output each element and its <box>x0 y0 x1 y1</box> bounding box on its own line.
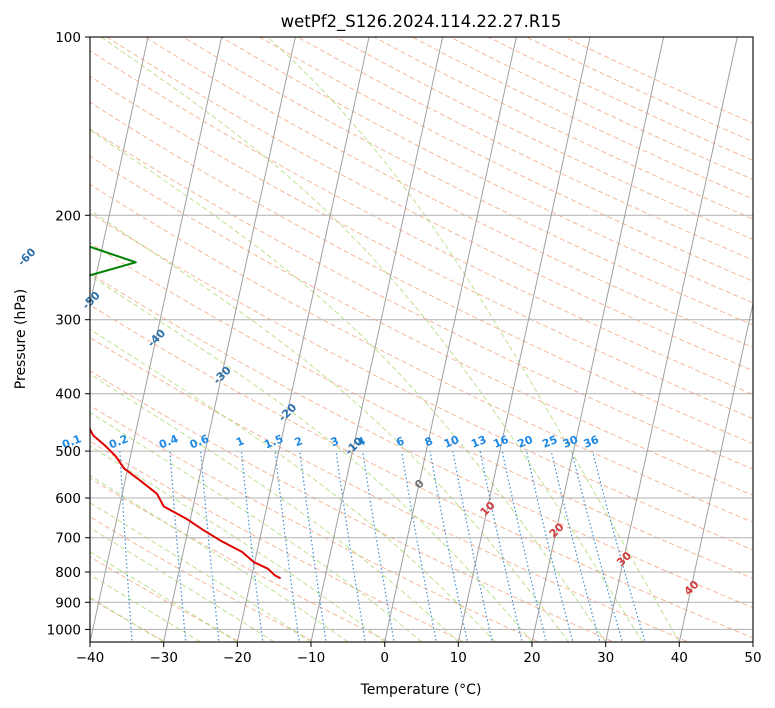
mixing-ratio-label: 25 <box>540 433 559 451</box>
y-tick-label: 1000 <box>47 622 81 638</box>
x-tick-label: 30 <box>597 650 614 666</box>
moist-adiabat <box>90 596 164 642</box>
isotherm-line <box>457 37 591 642</box>
isotherm-line <box>531 37 665 642</box>
mixing-ratio-label: 20 <box>516 433 535 451</box>
chart-title: wetPf2_S126.2024.114.22.27.R15 <box>281 12 562 32</box>
mixing-ratio-label: 16 <box>491 433 510 451</box>
moist-adiabat <box>267 37 680 642</box>
x-tick-label: −40 <box>76 650 105 666</box>
y-tick-label: 700 <box>55 531 81 547</box>
y-tick-label: 800 <box>55 565 81 581</box>
mixing-ratio-label: 13 <box>469 433 488 451</box>
isotherm-line <box>678 301 753 642</box>
dry-adiabat <box>90 155 753 496</box>
y-tick-label: 400 <box>55 387 81 403</box>
mixing-ratio-line <box>335 451 366 642</box>
mixing-ratio-line <box>479 450 523 642</box>
dry-adiabat <box>90 212 753 551</box>
x-tick-label: −30 <box>149 650 178 666</box>
moist-adiabat <box>90 445 385 642</box>
plot-frame <box>89 36 754 643</box>
x-axis-label: Temperature (°C) <box>360 682 482 698</box>
isotherm-line <box>163 37 296 642</box>
dry-adiabat <box>182 37 753 326</box>
x-tick-label: −10 <box>297 650 326 666</box>
mixing-ratio-label: 10 <box>442 433 461 451</box>
y-tick-label: 300 <box>55 313 81 329</box>
isotherm-line <box>236 37 370 642</box>
moist-adiabat <box>90 373 459 642</box>
moist-adiabat <box>90 551 238 642</box>
y-tick-label: 500 <box>55 444 81 460</box>
y-axis-label: Pressure (hPa) <box>13 289 29 389</box>
moist-adiabat <box>90 474 349 642</box>
mixing-ratio-label: 36 <box>582 433 601 451</box>
dry-adiabat <box>144 37 753 349</box>
mixing-ratio-line <box>501 450 547 642</box>
y-tick-label: 200 <box>55 208 81 224</box>
mixing-ratio-label: 3 <box>329 434 341 449</box>
dry-adiabat <box>90 242 753 579</box>
dry-adiabat <box>106 37 753 372</box>
y-tick-label: 100 <box>55 30 81 46</box>
isotherm-line <box>310 37 444 642</box>
mixing-ratio-label: 30 <box>561 433 580 451</box>
x-tick-label: −20 <box>223 650 252 666</box>
moist-adiabat <box>90 411 422 642</box>
mixing-ratio-line <box>571 450 624 642</box>
temperature-trace <box>90 426 282 580</box>
mixing-ratio-line <box>362 451 395 642</box>
moist-adiabat <box>90 574 201 642</box>
mixing-ratio-label: 1 <box>234 434 246 449</box>
dry-adiabat <box>220 37 753 304</box>
moist-adiabat <box>90 328 496 642</box>
isotherm-line <box>384 37 517 642</box>
mixing-ratio-line <box>525 450 574 642</box>
x-tick-label: 10 <box>450 650 467 666</box>
dry-adiabat <box>90 183 753 523</box>
isotherm-line <box>90 37 223 642</box>
plot-area <box>90 37 753 642</box>
dry-adiabat <box>90 128 753 470</box>
x-tick-label: 0 <box>380 650 389 666</box>
mixing-ratio-label: 2 <box>293 434 305 449</box>
moist-adiabat <box>100 37 643 642</box>
y-tick-label: 600 <box>55 491 81 507</box>
mixing-ratio-line <box>550 450 601 642</box>
mixing-ratio-line <box>452 450 493 642</box>
x-tick-label: 20 <box>523 650 540 666</box>
mixing-ratio-line <box>400 450 438 642</box>
mixing-ratio-line <box>591 450 646 642</box>
isotherm-line <box>605 37 738 642</box>
x-tick-label: 50 <box>744 650 761 666</box>
y-tick-label: 900 <box>55 595 81 611</box>
moist-adiabat <box>90 209 570 642</box>
moist-adiabat <box>90 129 607 642</box>
mixing-ratio-label: 8 <box>423 434 435 449</box>
x-tick-label: 40 <box>671 650 688 666</box>
isotherm-line <box>90 37 149 306</box>
